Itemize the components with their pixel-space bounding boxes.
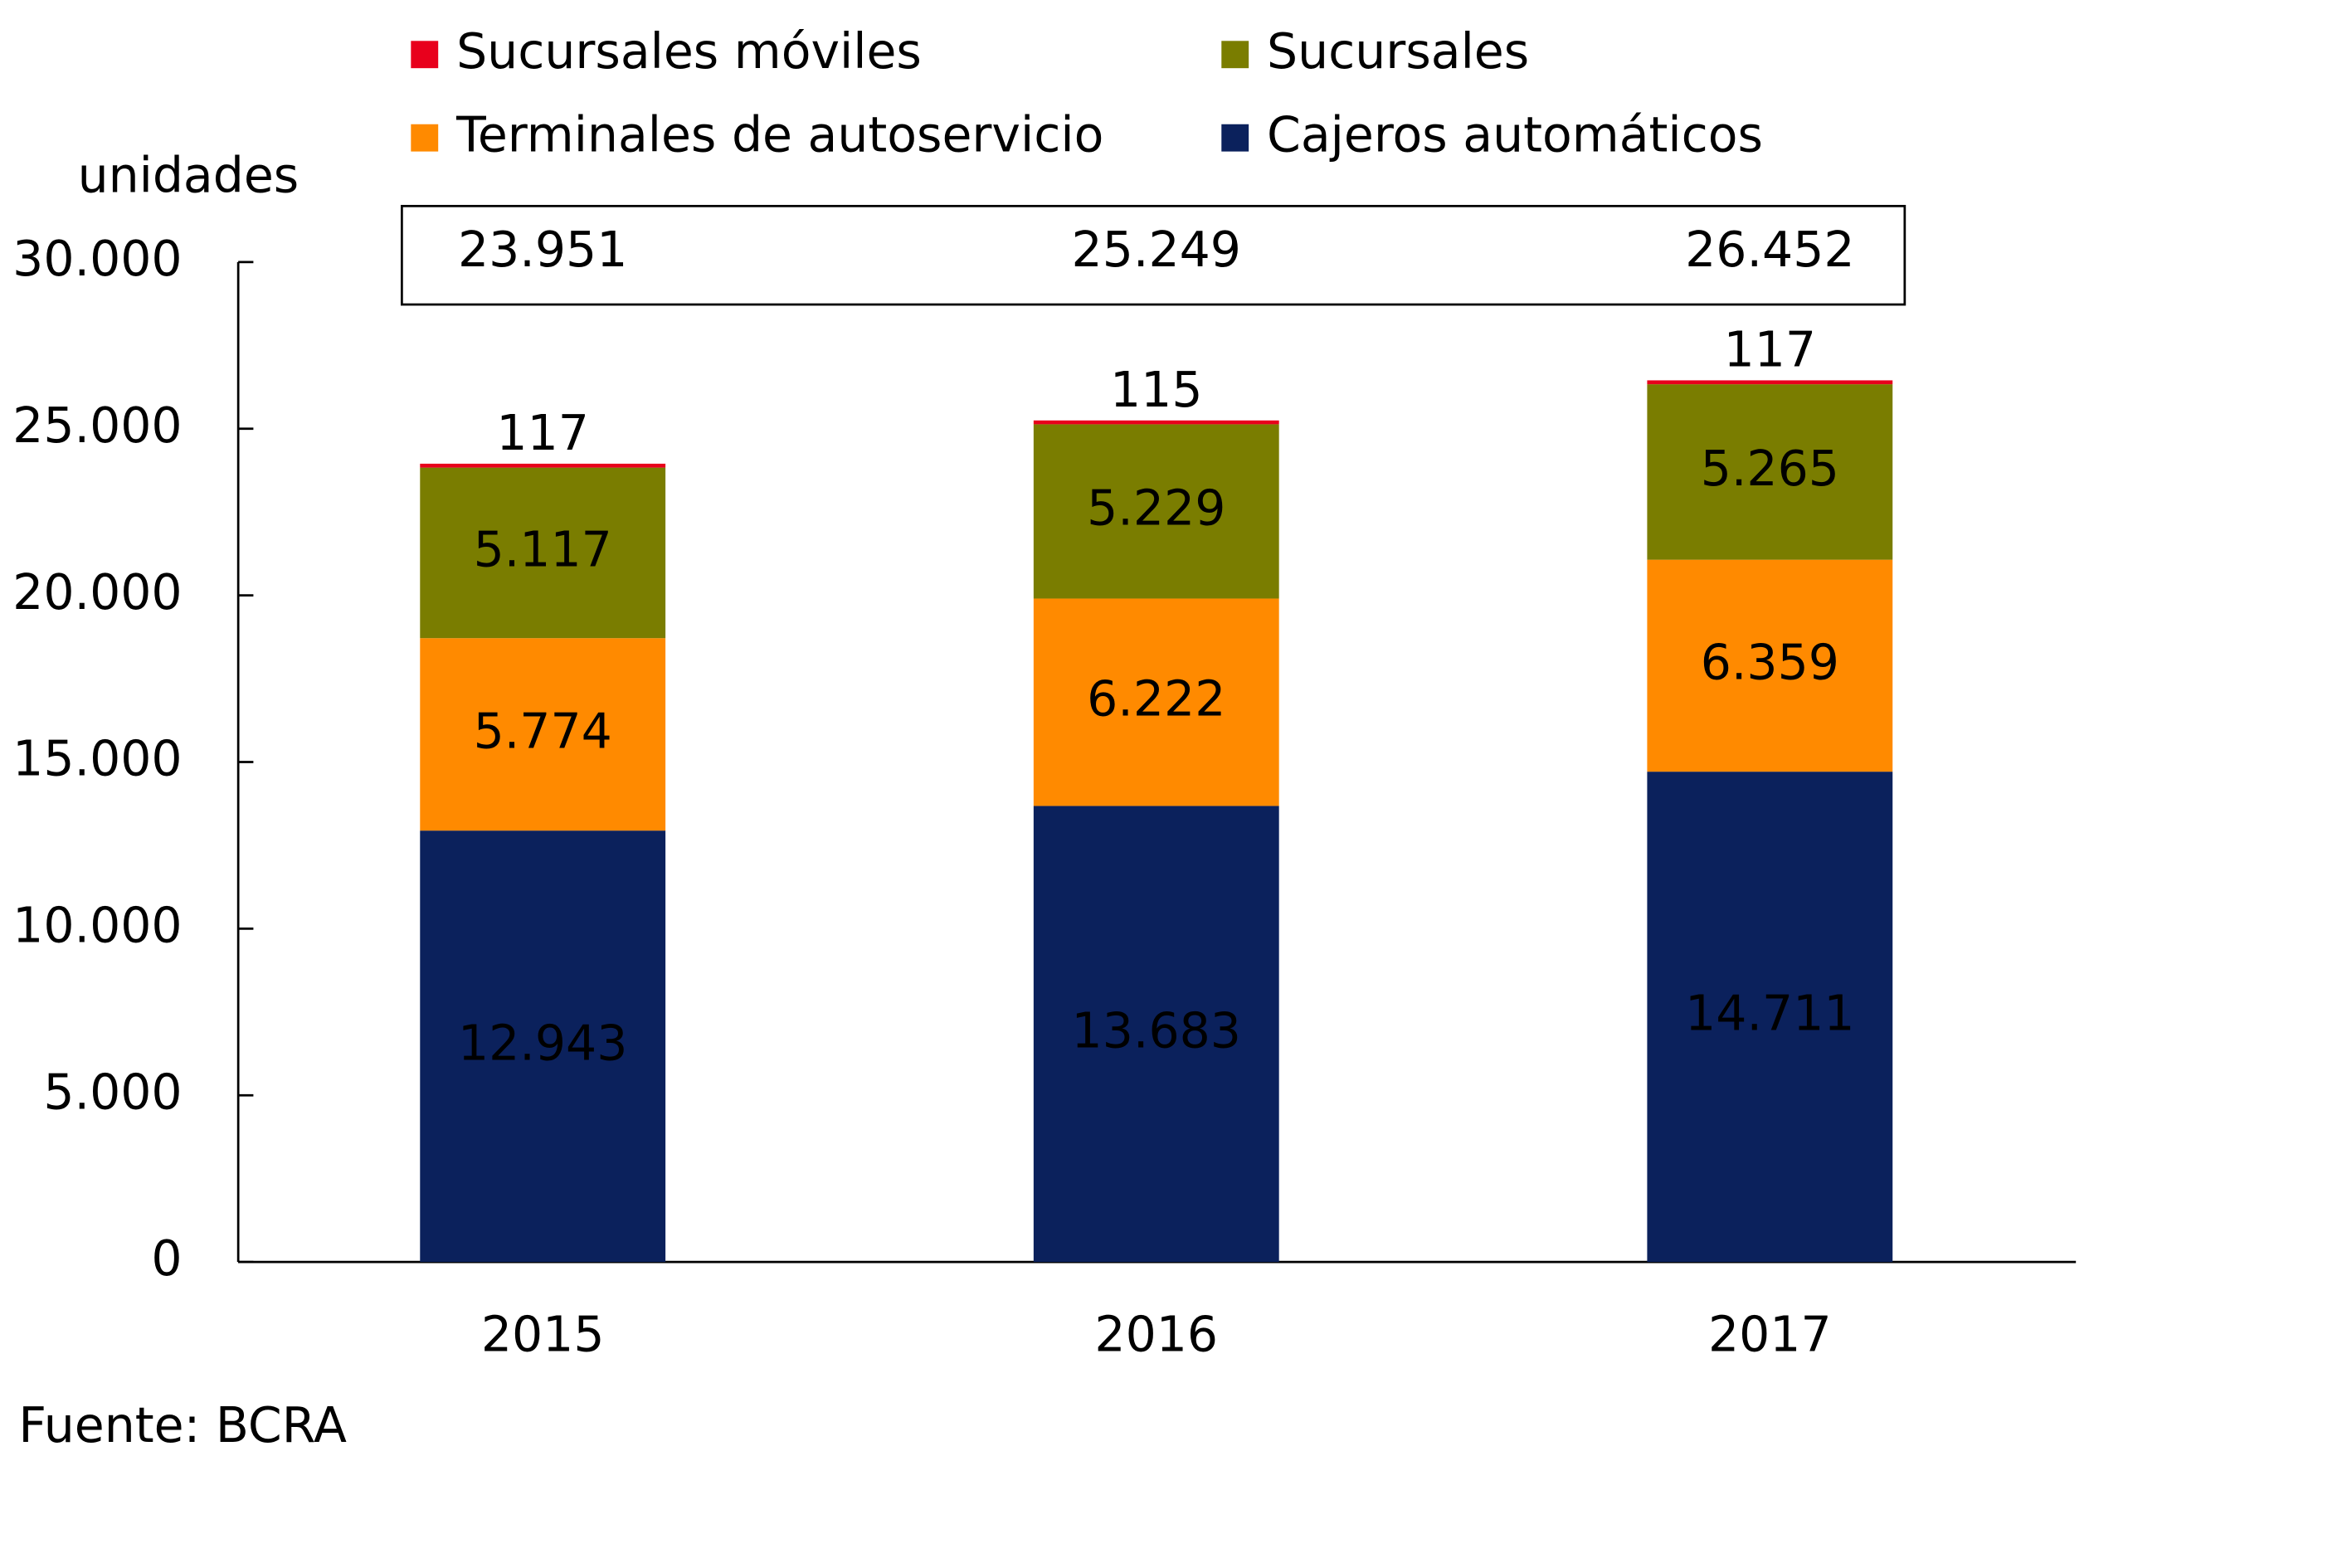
value-label: 115	[1110, 362, 1203, 418]
source: Fuente: BCRA	[18, 1397, 347, 1454]
value-label: 5.265	[1701, 441, 1839, 497]
bar-segment	[1647, 380, 1893, 385]
bar-segment	[1033, 598, 1279, 806]
bar-segment	[420, 830, 666, 1263]
y-tick-label: 15.000	[12, 731, 182, 787]
legend-swatch	[411, 41, 439, 69]
legend-swatch	[411, 124, 439, 152]
legend-label: Cajeros automáticos	[1267, 106, 1763, 163]
value-label: 6.359	[1701, 635, 1839, 691]
total-label: 26.452	[1685, 222, 1854, 278]
bar-segment	[420, 463, 666, 468]
bar-segment	[1033, 420, 1279, 425]
bar-segment	[420, 638, 666, 831]
x-tick-label: 2015	[481, 1307, 605, 1363]
y-tick-label: 10.000	[12, 898, 182, 954]
y-tick-label: 20.000	[12, 564, 182, 621]
value-label: 13.683	[1072, 1002, 1241, 1059]
total-label: 23.951	[458, 222, 627, 278]
legend-label: Sucursales móviles	[456, 23, 922, 80]
bar-segment	[1033, 806, 1279, 1263]
y-tick-label: 5.000	[43, 1064, 182, 1120]
value-label: 117	[1724, 322, 1817, 378]
y-tick-label: 30.000	[12, 231, 182, 287]
total-label: 25.249	[1072, 222, 1241, 278]
y-tick-label: 25.000	[12, 397, 182, 454]
y-tick-label: 0	[151, 1230, 182, 1287]
x-tick-label: 2017	[1708, 1307, 1832, 1363]
totals-box	[401, 204, 1906, 306]
legend-swatch	[1221, 41, 1249, 69]
legend-swatch	[1221, 124, 1249, 152]
y-axis-label: unidades	[78, 148, 299, 204]
value-label: 12.943	[458, 1015, 627, 1071]
bar-segment	[1033, 424, 1279, 599]
legend-label: Sucursales	[1267, 23, 1529, 80]
value-label: 14.711	[1685, 986, 1854, 1042]
value-label: 5.229	[1087, 480, 1225, 537]
bar-segment	[420, 467, 666, 639]
value-label: 5.117	[474, 522, 612, 578]
value-label: 5.774	[474, 703, 612, 759]
bar-segment	[1647, 772, 1893, 1263]
value-label: 117	[496, 405, 589, 461]
value-label: 6.222	[1087, 671, 1225, 728]
x-tick-label: 2016	[1094, 1307, 1218, 1363]
legend-label: Terminales de autoservicio	[455, 106, 1103, 163]
bar-segment	[1647, 559, 1893, 772]
bar-segment	[1647, 384, 1893, 560]
